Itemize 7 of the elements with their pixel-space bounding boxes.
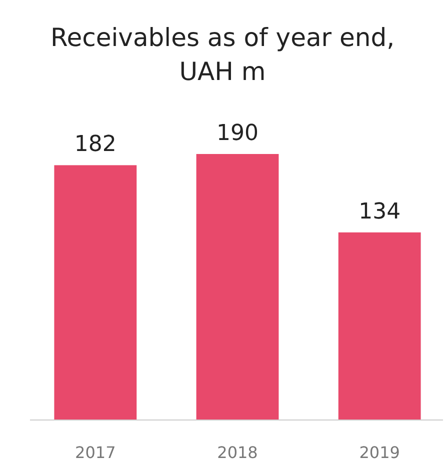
data-label: 190	[216, 121, 258, 146]
data-label: 134	[358, 199, 401, 224]
chart-title: Receivables as of year end, UAH m	[50, 23, 395, 86]
x-tick-label: 2019	[359, 443, 400, 462]
data-label: 182	[74, 132, 116, 158]
x-tick-label: 2018	[217, 443, 258, 462]
x-tick-label: 2017	[75, 443, 116, 462]
